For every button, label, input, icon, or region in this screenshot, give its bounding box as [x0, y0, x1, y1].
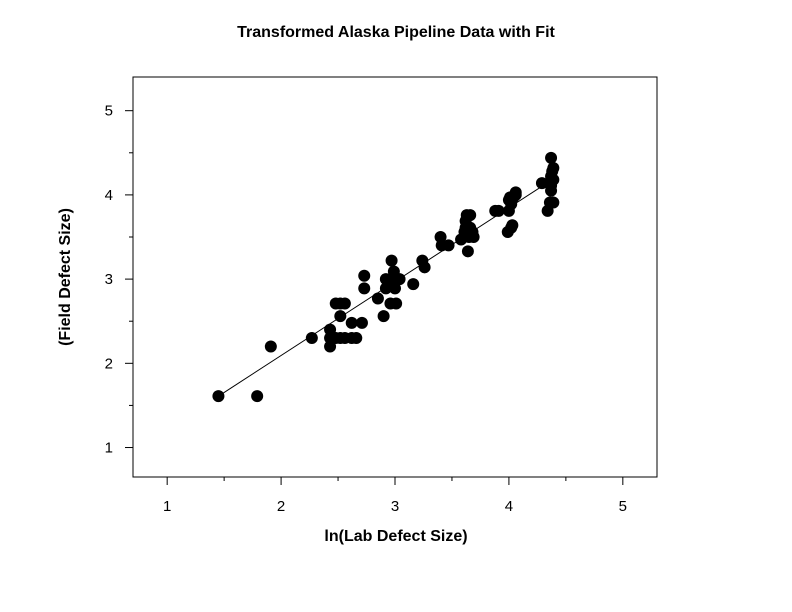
- data-point: [547, 161, 560, 174]
- data-point: [355, 316, 368, 329]
- data-points: [212, 151, 560, 403]
- data-point: [492, 204, 505, 217]
- x-tick-label: 1: [163, 498, 171, 515]
- data-point: [371, 292, 384, 305]
- data-point: [251, 390, 264, 403]
- data-point: [545, 151, 558, 164]
- data-point: [442, 239, 455, 252]
- data-point: [334, 310, 347, 323]
- data-point: [385, 254, 398, 267]
- data-point: [324, 340, 337, 353]
- x-axis-label: ln(Lab Defect Size): [324, 528, 467, 545]
- data-point: [305, 332, 318, 345]
- y-tick-label: 1: [105, 440, 113, 457]
- data-point: [324, 323, 337, 336]
- data-point: [212, 390, 225, 403]
- data-point: [535, 177, 548, 190]
- x-tick-label: 5: [619, 498, 627, 515]
- data-point: [506, 219, 519, 232]
- data-point: [547, 196, 560, 209]
- data-point: [350, 332, 363, 345]
- data-point: [358, 269, 371, 282]
- data-point: [377, 310, 390, 323]
- y-tick-label: 2: [105, 355, 113, 372]
- chart-title: Transformed Alaska Pipeline Data with Fi…: [237, 24, 555, 41]
- data-point: [389, 282, 401, 295]
- x-axis: 1 2 3 4 5: [163, 477, 627, 515]
- x-tick-label: 4: [505, 498, 513, 515]
- data-point: [358, 282, 371, 295]
- data-point: [338, 297, 351, 310]
- y-tick-label: 5: [105, 103, 113, 120]
- data-point: [390, 297, 403, 310]
- data-point: [467, 231, 480, 243]
- data-point: [509, 188, 522, 201]
- data-point: [547, 173, 560, 186]
- data-point: [407, 278, 420, 291]
- y-axis-label: (Field Defect Size): [57, 208, 74, 346]
- y-tick-label: 3: [105, 271, 113, 288]
- y-axis: 1 2 3 4 5: [105, 103, 133, 457]
- x-tick-label: 3: [391, 498, 399, 515]
- y-tick-label: 4: [105, 187, 113, 204]
- data-point: [464, 209, 477, 222]
- data-point: [264, 340, 277, 353]
- data-point: [461, 245, 474, 258]
- x-tick-label: 2: [277, 498, 285, 515]
- data-point: [345, 316, 358, 329]
- data-point: [393, 273, 406, 286]
- data-point: [418, 261, 431, 274]
